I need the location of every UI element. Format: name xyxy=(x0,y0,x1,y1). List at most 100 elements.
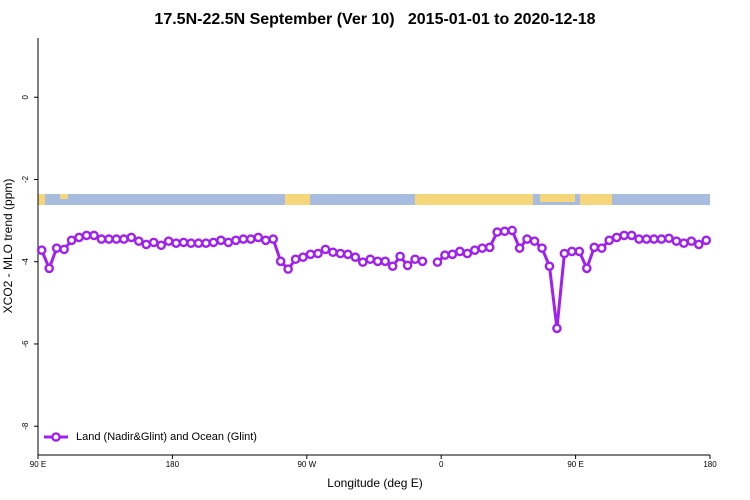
point xyxy=(499,226,510,237)
y-tick-label: -4 xyxy=(21,258,30,266)
point xyxy=(567,246,577,257)
point xyxy=(201,238,211,249)
point xyxy=(36,245,47,256)
point xyxy=(484,242,495,253)
point xyxy=(626,230,637,241)
point xyxy=(357,257,368,267)
point xyxy=(216,235,226,246)
point xyxy=(171,238,181,249)
point xyxy=(350,252,361,262)
point xyxy=(410,254,420,265)
point xyxy=(395,251,405,262)
point xyxy=(365,254,376,265)
point xyxy=(89,230,99,241)
point xyxy=(529,236,540,246)
point xyxy=(589,242,600,253)
point xyxy=(380,256,391,267)
point xyxy=(619,230,629,241)
point xyxy=(66,235,77,246)
point xyxy=(514,243,525,253)
point xyxy=(193,238,204,249)
point xyxy=(611,232,622,243)
point xyxy=(51,243,62,253)
point xyxy=(208,237,219,248)
point xyxy=(679,238,689,249)
point xyxy=(447,249,458,260)
point xyxy=(402,260,413,271)
point xyxy=(440,250,450,260)
x-axis-label: Longitude (deg E) xyxy=(327,476,422,490)
point xyxy=(649,234,659,244)
legend-marker xyxy=(51,432,61,442)
point xyxy=(245,234,256,244)
point xyxy=(156,240,166,251)
point xyxy=(432,257,443,267)
point xyxy=(238,234,249,244)
point xyxy=(469,245,480,256)
point xyxy=(126,232,137,243)
point xyxy=(74,232,84,243)
point xyxy=(283,264,293,274)
point xyxy=(634,234,644,244)
point xyxy=(686,236,697,246)
point xyxy=(343,249,353,260)
point xyxy=(596,243,607,253)
point xyxy=(148,237,159,248)
point xyxy=(537,243,547,253)
point xyxy=(641,234,652,244)
point xyxy=(604,235,615,246)
point xyxy=(507,225,517,236)
point xyxy=(477,243,488,253)
point xyxy=(305,249,316,260)
point xyxy=(664,233,674,244)
point xyxy=(104,234,114,244)
point xyxy=(231,235,241,246)
x-tick-label: 180 xyxy=(703,460,717,469)
point xyxy=(111,234,122,244)
point xyxy=(492,227,503,237)
point xyxy=(178,237,189,248)
point xyxy=(253,232,264,243)
point xyxy=(455,246,465,257)
x-tick-label: 0 xyxy=(439,460,444,469)
chart-title: 17.5N-22.5N September (Ver 10) 2015-01-0… xyxy=(154,11,595,28)
point xyxy=(186,238,196,249)
point xyxy=(223,237,234,248)
point xyxy=(552,323,562,334)
point xyxy=(268,234,279,244)
point xyxy=(701,235,712,246)
point xyxy=(335,248,346,259)
point xyxy=(141,239,152,250)
x-tick-label: 90 E xyxy=(30,460,46,469)
legend-label: Land (Nadir&Glint) and Ocean (Glint) xyxy=(76,431,257,443)
point xyxy=(522,234,532,244)
point xyxy=(313,248,323,259)
point xyxy=(260,235,271,246)
point xyxy=(119,234,129,244)
point xyxy=(656,234,667,244)
y-tick-label: -2 xyxy=(21,175,30,183)
point xyxy=(44,263,55,274)
y-axis-label: XCO2 - MLO trend (ppm) xyxy=(1,179,15,314)
point xyxy=(544,261,555,272)
point xyxy=(574,246,585,257)
point xyxy=(298,252,308,262)
x-tick-label: 90 E xyxy=(567,460,583,469)
point xyxy=(671,236,682,246)
x-tick-label: 180 xyxy=(166,460,180,469)
x-tick-label: 90 W xyxy=(297,460,316,469)
point xyxy=(290,254,301,265)
point xyxy=(417,256,428,267)
point xyxy=(387,261,398,272)
point xyxy=(133,236,144,246)
point xyxy=(559,248,570,259)
point xyxy=(582,263,592,274)
point xyxy=(59,244,69,255)
point xyxy=(372,256,383,267)
point xyxy=(81,230,92,241)
point xyxy=(320,244,331,255)
point xyxy=(694,239,704,250)
point xyxy=(275,256,286,267)
